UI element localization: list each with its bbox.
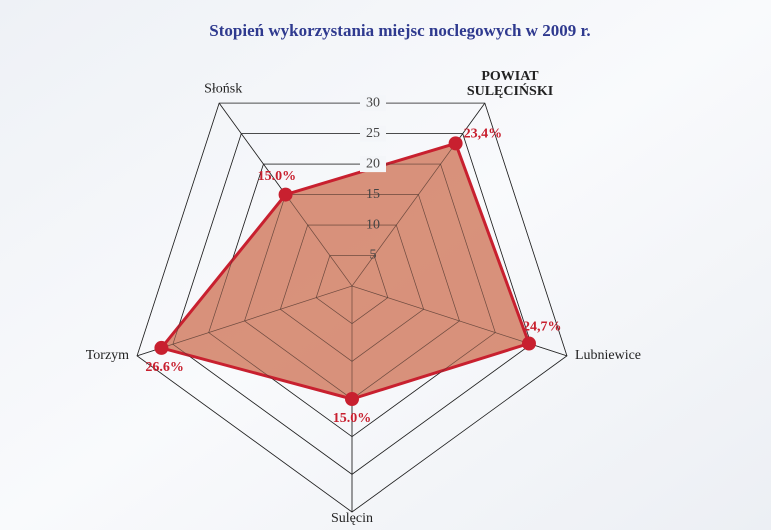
axis-line-overlay	[351, 102, 486, 287]
y-tick-label: 15	[366, 187, 380, 202]
value-label: 26.6%	[145, 360, 184, 375]
chart-title: Stopień wykorzystania miejsc noclegowych…	[209, 21, 590, 40]
category-label-line: POWIAT	[481, 69, 539, 84]
y-tick-label: 10	[366, 217, 380, 232]
category-label: POWIAT SULĘCIŃSKI	[467, 69, 553, 99]
y-tick-label: 20	[366, 156, 380, 171]
data-point	[278, 187, 293, 202]
grid-ring-overlay	[280, 224, 424, 362]
category-label: Słońsk	[204, 81, 242, 96]
data-point	[154, 340, 169, 355]
value-label: 24,7%	[523, 320, 562, 335]
data-point	[448, 136, 463, 151]
grid-ring-overlay	[315, 255, 389, 325]
y-tick-label: 25	[366, 126, 380, 141]
tick-label-bg	[360, 125, 386, 142]
category-label: Torzym	[86, 348, 129, 363]
data-point	[345, 392, 359, 406]
axis-line-overlay	[136, 285, 353, 357]
grid-ring-overlay	[208, 163, 496, 438]
tick-label-bg	[360, 95, 386, 112]
grid-ring-overlay	[136, 102, 568, 513]
category-label-line: SULĘCIŃSKI	[467, 82, 553, 99]
category-label: Lubniewice	[575, 348, 641, 363]
data-point	[521, 336, 536, 351]
tick-label-bg	[360, 156, 386, 173]
grid-ring-overlay	[244, 194, 460, 400]
data-area	[159, 141, 531, 401]
y-tick-label: 30	[366, 95, 380, 110]
grid-ring-overlay	[172, 133, 532, 475]
value-label: 23,4%	[464, 127, 503, 142]
value-label: 15.0%	[258, 169, 297, 184]
value-label: 15.0%	[333, 411, 372, 426]
category-label: Sulęcin	[331, 511, 373, 526]
y-tick-label: 5	[370, 248, 377, 263]
